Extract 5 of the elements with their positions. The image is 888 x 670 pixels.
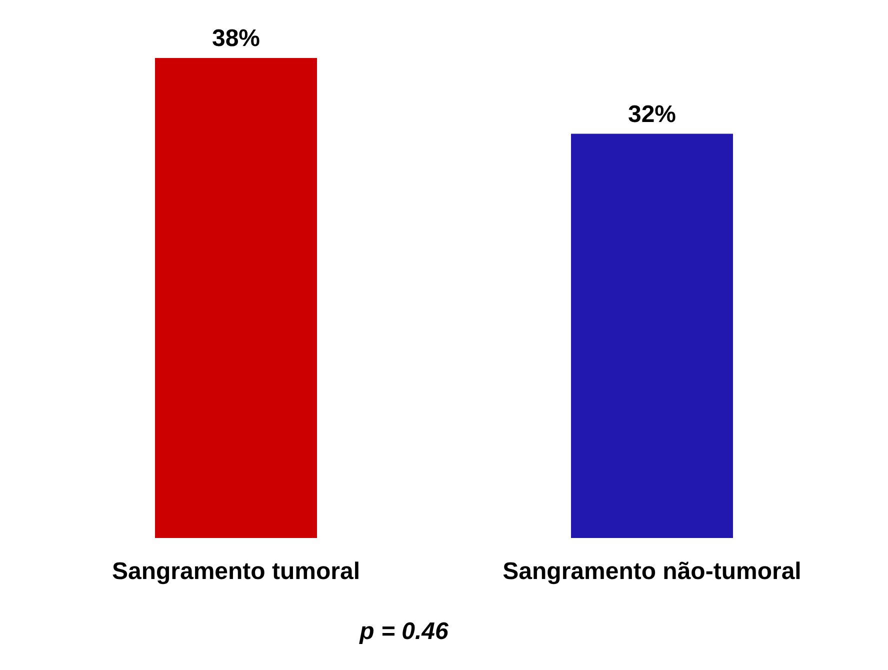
- text: p = 0.46: [358, 618, 450, 646]
- x-tick-label: Sangramento tumoral: [112, 558, 360, 586]
- x-tick-label: Sangramento não-tumoral: [502, 558, 802, 586]
- data-label: 32%: [628, 100, 676, 128]
- data-label: 38%: [212, 25, 260, 52]
